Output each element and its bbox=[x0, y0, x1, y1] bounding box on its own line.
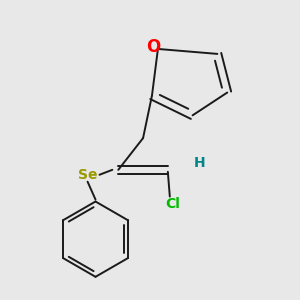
Text: O: O bbox=[146, 38, 160, 56]
Text: Se: Se bbox=[78, 168, 97, 182]
Text: Cl: Cl bbox=[165, 197, 180, 212]
Text: H: H bbox=[194, 156, 205, 170]
